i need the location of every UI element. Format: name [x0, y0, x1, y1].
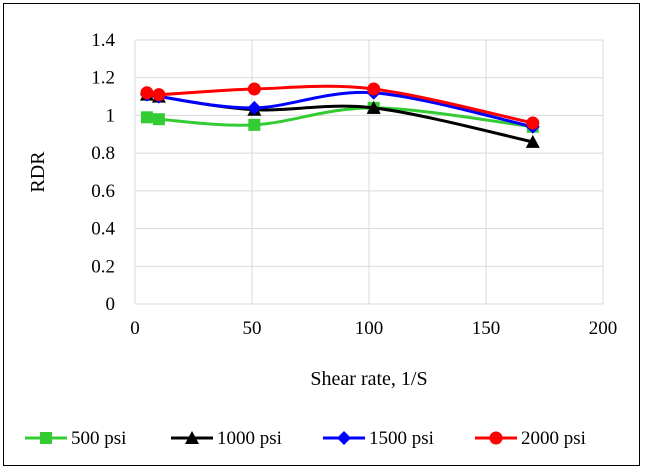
y-tick-label: 1.2	[91, 68, 115, 89]
data-point	[526, 116, 540, 130]
x-axis-title: Shear rate, 1/S	[310, 368, 427, 390]
series-2000-psi	[140, 82, 540, 130]
legend-label: 1000 psi	[217, 428, 282, 449]
y-tick-label: 0.8	[91, 143, 115, 164]
y-axis-title: RDR	[27, 151, 49, 193]
x-tick-label: 200	[589, 318, 618, 339]
x-tick-label: 50	[243, 318, 262, 339]
chart-frame	[3, 3, 640, 466]
data-point	[367, 82, 381, 96]
legend-item: 500 psi	[25, 428, 126, 449]
x-tick-label: 0	[130, 318, 140, 339]
data-point	[140, 86, 154, 100]
legend-marker	[489, 431, 503, 445]
legend-marker	[40, 432, 52, 444]
data-point	[366, 100, 381, 114]
legend-item: 1500 psi	[323, 428, 434, 449]
y-tick-label: 1	[106, 105, 116, 126]
x-tick-labels: 0 50 100 150 200	[130, 318, 617, 339]
y-tick-label: 0.6	[91, 181, 115, 202]
legend-label: 1500 psi	[369, 428, 434, 449]
series-lines	[139, 82, 540, 148]
legend-label: 2000 psi	[521, 428, 586, 449]
legend-item: 1000 psi	[171, 428, 282, 449]
data-point	[247, 100, 262, 115]
data-point	[247, 82, 261, 96]
legend-label: 500 psi	[71, 428, 126, 449]
data-point	[525, 134, 540, 148]
data-point	[152, 88, 166, 102]
y-tick-label: 0.4	[91, 219, 115, 240]
x-tick-label: 150	[472, 318, 501, 339]
data-point	[140, 111, 153, 124]
x-tick-label: 100	[355, 318, 384, 339]
data-point	[152, 113, 165, 126]
y-tick-label: 1.4	[91, 30, 115, 51]
legend: 500 psi 1000 psi 1500 psi 2000 psi	[25, 428, 586, 449]
legend-marker	[337, 431, 351, 445]
y-tick-label: 0	[106, 294, 116, 315]
legend-marker	[185, 431, 199, 444]
y-tick-labels: 0 0.2 0.4 0.6 0.8 1 1.2 1.4	[91, 30, 115, 315]
data-point	[248, 118, 261, 131]
legend-item: 2000 psi	[475, 428, 586, 449]
axes	[134, 40, 603, 305]
y-tick-label: 0.2	[91, 256, 115, 277]
gridlines	[135, 39, 604, 304]
